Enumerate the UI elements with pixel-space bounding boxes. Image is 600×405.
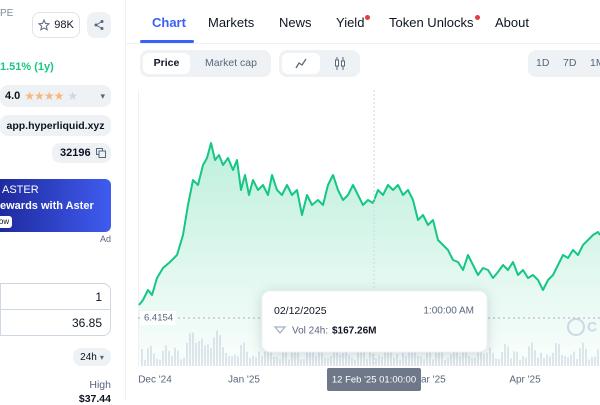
- line-icon: [295, 58, 307, 69]
- tab[interactable]: Yield: [336, 15, 365, 30]
- notification-dot: [365, 15, 370, 20]
- ad-label: Ad: [100, 234, 112, 244]
- tooltip-volume-label: Vol 24h:: [292, 326, 328, 337]
- price-line: [138, 142, 600, 306]
- share-button[interactable]: [87, 12, 111, 38]
- line-type-button[interactable]: [282, 53, 320, 74]
- watchlist-count: 98K: [54, 19, 74, 31]
- tooltip: 02/12/2025 1:00:00 AM Vol 24h: $167.26M: [261, 290, 488, 353]
- chevron: ▾: [99, 352, 104, 362]
- active-tab-underline: [140, 40, 194, 43]
- ad-banner[interactable]: ASTER ewards with Aster ow: [0, 179, 111, 232]
- range-toggle: 1D 7D 1M: [528, 50, 600, 77]
- tab[interactable]: About: [495, 15, 529, 30]
- rating-value: 4.0: [5, 90, 21, 102]
- ad-button[interactable]: ow: [0, 216, 12, 228]
- notification-dot: [475, 15, 480, 20]
- panel-divider: [125, 0, 126, 400]
- mode-market-cap[interactable]: Market cap: [205, 57, 257, 69]
- tab[interactable]: News: [279, 15, 312, 30]
- converter-result[interactable]: 36.85: [0, 309, 111, 336]
- reference-label-bg: [140, 311, 176, 325]
- coin-name: PE: [0, 8, 14, 19]
- rating-star-empty: ★: [67, 89, 79, 103]
- website-link[interactable]: app.hyperliquid.xyz: [0, 115, 111, 136]
- chevron: ▾: [100, 90, 105, 101]
- reference-price: 6.4154: [144, 313, 173, 324]
- ad-brand: ASTER: [2, 184, 39, 196]
- candle-icon[interactable]: [334, 57, 346, 70]
- mode-price[interactable]: Price: [143, 53, 190, 74]
- high-label: High: [89, 379, 111, 391]
- tab-divider: [126, 43, 600, 44]
- tab[interactable]: Chart: [152, 15, 186, 30]
- copy-icon: [95, 148, 106, 158]
- x-label: Apr '25: [509, 375, 541, 386]
- tooltip-icon: [273, 326, 287, 335]
- x-label: Jan '25: [228, 375, 260, 386]
- tab[interactable]: Markets: [208, 15, 255, 30]
- rating-stars: ★★★★: [24, 89, 64, 103]
- watermark: C: [587, 319, 597, 335]
- range-select-value: 24h: [80, 351, 97, 363]
- range-1m[interactable]: 1M: [590, 57, 600, 69]
- tooltip-box: [261, 290, 488, 353]
- contract-pill[interactable]: 32196: [52, 143, 111, 163]
- watermark-logo: [567, 318, 585, 336]
- mode-toggle: Price Market cap: [140, 50, 271, 77]
- x-label: Dec '24: [138, 375, 172, 386]
- range-select[interactable]: 24h ▾: [73, 348, 111, 366]
- chart-type-toggle: [279, 50, 360, 77]
- share-icon: [94, 20, 104, 30]
- watchlist-button[interactable]: 98K: [32, 12, 80, 38]
- tooltip-time: 1:00:00 AM: [423, 306, 474, 317]
- crosshair-label-bg: [327, 368, 421, 391]
- tooltip-volume: $167.26M: [332, 326, 376, 337]
- crosshair-label: 12 Feb '25 01:00:00: [332, 375, 416, 386]
- tooltip-date: 02/12/2025: [274, 305, 327, 317]
- range-7d[interactable]: 7D: [563, 57, 577, 69]
- star-icon: [38, 19, 51, 31]
- range-1d[interactable]: 1D: [536, 57, 550, 69]
- rating-pill[interactable]: 4.0 ★★★★ ★ ▾: [0, 85, 111, 107]
- price-change: 1.51% (1y): [0, 61, 54, 73]
- x-label: ar '25: [421, 375, 446, 386]
- contract-address: 32196: [60, 147, 91, 159]
- tab[interactable]: Token Unlocks: [389, 15, 474, 30]
- ad-headline: ewards with Aster: [0, 200, 94, 212]
